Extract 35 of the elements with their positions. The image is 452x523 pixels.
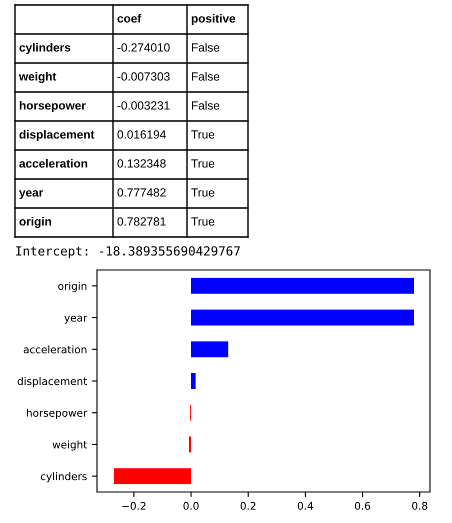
text: coef: [117, 14, 142, 23]
text: True: [191, 130, 214, 139]
text: True: [191, 159, 214, 168]
y-tick-label: year: [64, 316, 88, 324]
y-tick-label: horsepower: [26, 408, 88, 419]
x-tick-label: 0.6: [354, 502, 370, 510]
x-tick-label: 0.8: [412, 502, 428, 510]
y-tick-label: acceleration: [24, 345, 86, 354]
bar: [191, 341, 228, 358]
text: -0.274010: [118, 43, 170, 52]
x-tick-label: 0.4: [298, 502, 314, 510]
text: 0.016194: [117, 130, 166, 139]
text: Intercept: -18.389355690429767: [16, 246, 240, 258]
bar: [114, 468, 192, 484]
y-tick-label: cylinders: [40, 472, 87, 482]
text: -0.007303: [118, 72, 170, 81]
x-tick-label: 0.2: [240, 502, 256, 510]
bar: [191, 310, 414, 326]
text: positive: [192, 14, 236, 25]
text: 0.132348: [117, 159, 166, 168]
text: 0.777482: [117, 188, 166, 197]
x-tick-label: −0.2: [122, 502, 146, 510]
bar: [191, 278, 414, 294]
y-tick-label: weight: [52, 440, 88, 451]
text: False: [192, 101, 220, 110]
text: False: [192, 72, 220, 81]
text: False: [192, 43, 220, 52]
text: True: [191, 188, 214, 197]
y-tick-label: displacement: [18, 377, 88, 388]
text: -0.003231: [118, 101, 170, 110]
text: 0.782781: [117, 217, 166, 226]
y-tick-label: origin: [58, 282, 86, 292]
bar: [191, 373, 196, 389]
text: True: [191, 217, 214, 226]
x-tick-label: 0.0: [183, 502, 199, 510]
